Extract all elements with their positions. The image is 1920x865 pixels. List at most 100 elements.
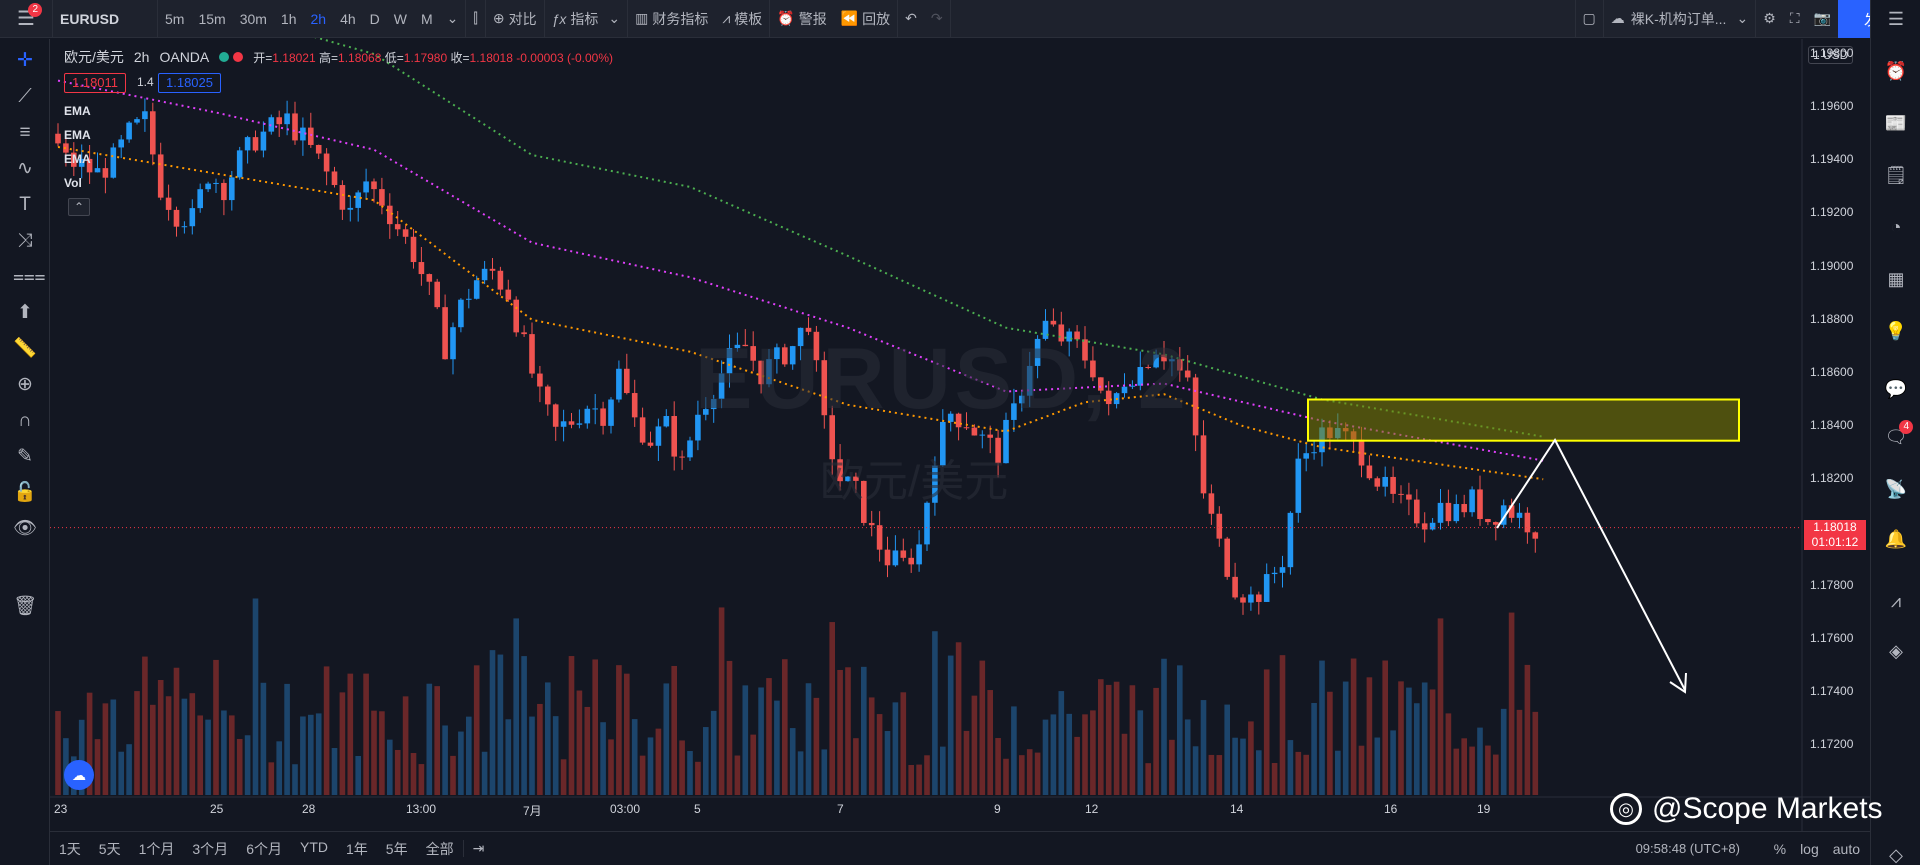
fullscreen-button[interactable]: ⛶ — [1783, 0, 1807, 38]
pencil-lock-icon[interactable]: ✎ — [17, 446, 33, 467]
chart-type-button[interactable]: ⫿ — [466, 0, 484, 38]
magnet-icon[interactable]: ∩ — [18, 410, 32, 431]
volume-bar — [568, 656, 575, 795]
alerts-button[interactable]: ⏰ 警报 — [777, 10, 827, 27]
undo-button[interactable]: ↶ — [898, 0, 924, 38]
pattern-icon[interactable]: ⤨ — [17, 230, 33, 251]
eye-icon[interactable]: 👁 — [13, 518, 38, 539]
broadcast-icon[interactable]: 📡 — [1884, 479, 1908, 499]
lightbulb-icon[interactable]: 💡 — [1884, 321, 1908, 341]
range-button[interactable]: 5天 — [98, 840, 121, 857]
news-icon[interactable]: 📰 — [1884, 113, 1908, 133]
candle-body — [695, 414, 701, 441]
interval-d[interactable]: D — [369, 10, 380, 27]
log-scale-toggle[interactable]: log — [1800, 840, 1819, 857]
range-button[interactable]: 1年 — [345, 840, 368, 857]
symbol-search[interactable]: EURUSD — [60, 10, 120, 27]
watchlist-icon[interactable]: ☰ — [1887, 9, 1905, 29]
interval-30m[interactable]: 30m — [239, 10, 267, 27]
volume-bar — [173, 667, 180, 795]
snapshot-button[interactable]: 📷 — [1807, 0, 1838, 38]
volume-bar — [442, 725, 448, 795]
timezone-clock[interactable]: 09:58:48 (UTC+8) — [1635, 841, 1740, 856]
legend-title[interactable]: 欧元/美元 — [64, 49, 124, 65]
range-button[interactable]: 1个月 — [138, 840, 175, 857]
layout-name-button[interactable]: ☁ 裸K-机构订单... ⌄ — [1610, 10, 1749, 27]
chart-canvas[interactable] — [0, 0, 1870, 831]
horizontal-lines-icon[interactable]: ≡ — [19, 122, 31, 143]
candle-body — [947, 413, 954, 422]
currency-selector[interactable]: 1 USD — [1808, 46, 1854, 64]
interval-1h[interactable]: 1h — [280, 10, 297, 27]
text-icon[interactable]: T — [19, 194, 31, 215]
candle-body — [1129, 385, 1136, 387]
zoom-in-icon[interactable]: ⊕ — [17, 374, 33, 395]
candle-body — [861, 480, 867, 523]
candle-body — [355, 192, 361, 208]
menu-button[interactable]: ☰ 2 — [0, 0, 52, 38]
settings-button[interactable]: ⚙ — [1756, 0, 1783, 38]
notes-icon[interactable]: 🗒 — [1884, 165, 1908, 185]
forecast-icon[interactable]: ⩶ — [13, 266, 46, 287]
replay-button[interactable]: ⏪ 回放 — [840, 10, 891, 27]
percent-scale-toggle[interactable]: % — [1773, 840, 1787, 857]
redo-button[interactable]: ↷ — [924, 0, 950, 38]
range-button[interactable]: 6个月 — [246, 840, 282, 857]
interval-dropdown[interactable]: ⌄ — [440, 0, 466, 38]
collapse-legend-button[interactable]: ⌃ — [68, 198, 90, 216]
candle-body — [102, 168, 109, 178]
interval-2h[interactable]: 2h — [310, 10, 327, 27]
interval-w[interactable]: W — [393, 10, 407, 27]
candle-body — [205, 183, 211, 190]
interval-4h[interactable]: 4h — [340, 10, 356, 27]
alarm-clock-icon[interactable]: ⏰ — [1884, 61, 1908, 81]
templates-button[interactable]: ⩘ 模板 — [722, 10, 763, 27]
arrow-up-icon[interactable]: ⬆ — [17, 302, 33, 323]
goto-date-button[interactable]: ⇥ — [462, 840, 494, 857]
candle-body — [142, 111, 148, 120]
lock-icon[interactable]: 🔓 — [13, 482, 37, 503]
camera-icon: 📷 — [1813, 10, 1831, 26]
range-button[interactable]: 3个月 — [192, 840, 229, 857]
compare-button[interactable]: ⊕ 对比 — [492, 10, 537, 27]
candle-body — [845, 476, 851, 482]
indicator-vol[interactable]: Vol — [64, 176, 82, 190]
trendline-icon[interactable]: ⟋ — [18, 86, 32, 107]
ask-price[interactable]: 1.18025 — [158, 73, 221, 93]
brush-icon[interactable]: ∿ — [17, 158, 33, 179]
tradingview-logo-icon[interactable]: ☁ — [64, 760, 94, 790]
indicator-ema-2[interactable]: EMA — [64, 128, 91, 142]
diamond-icon[interactable]: ◇ — [1889, 845, 1903, 865]
financials-button[interactable]: ▥ 财务指标 — [635, 10, 709, 27]
volume-bar — [284, 683, 290, 795]
indicators-button[interactable]: ƒx 指标 ⌄ — [551, 10, 621, 27]
auto-scale-toggle[interactable]: auto — [1832, 840, 1860, 857]
speedometer-icon[interactable]: ◔ — [1890, 217, 1902, 237]
chat-bubbles-icon[interactable]: 🗨 4 — [1883, 420, 1913, 450]
volume-bar — [497, 654, 504, 795]
ruler-icon[interactable]: 📏 — [13, 338, 37, 359]
data-window-icon[interactable]: ⩘ — [1890, 591, 1902, 611]
indicator-ema-3[interactable]: EMA — [64, 152, 91, 166]
range-button[interactable]: YTD — [299, 838, 328, 855]
layers-icon[interactable]: ◈ — [1889, 641, 1903, 661]
candle-body — [323, 153, 330, 172]
candle-body — [1406, 494, 1412, 500]
layout-toggle-button[interactable]: ▢ — [1576, 0, 1603, 38]
range-button[interactable]: 全部 — [425, 840, 454, 857]
volume-bar — [1224, 704, 1230, 795]
bell-icon[interactable]: 🔔 — [1884, 529, 1908, 549]
interval-m[interactable]: M — [421, 10, 433, 27]
interval-15m[interactable]: 15m — [198, 10, 226, 27]
calendar-icon[interactable]: ▦ — [1887, 269, 1905, 289]
bid-price[interactable]: 1.18011 — [64, 73, 127, 93]
range-button[interactable]: 1天 — [59, 840, 81, 857]
candle-body — [1003, 419, 1009, 464]
trash-icon[interactable]: 🗑 — [13, 596, 38, 617]
indicator-ema-1[interactable]: EMA — [64, 104, 91, 118]
chat-icon[interactable]: 💬 — [1884, 379, 1908, 399]
interval-5m[interactable]: 5m — [165, 10, 185, 27]
crosshair-icon[interactable]: ✛ — [17, 50, 33, 71]
volume-bar — [1019, 755, 1025, 795]
range-button[interactable]: 5年 — [385, 840, 408, 857]
